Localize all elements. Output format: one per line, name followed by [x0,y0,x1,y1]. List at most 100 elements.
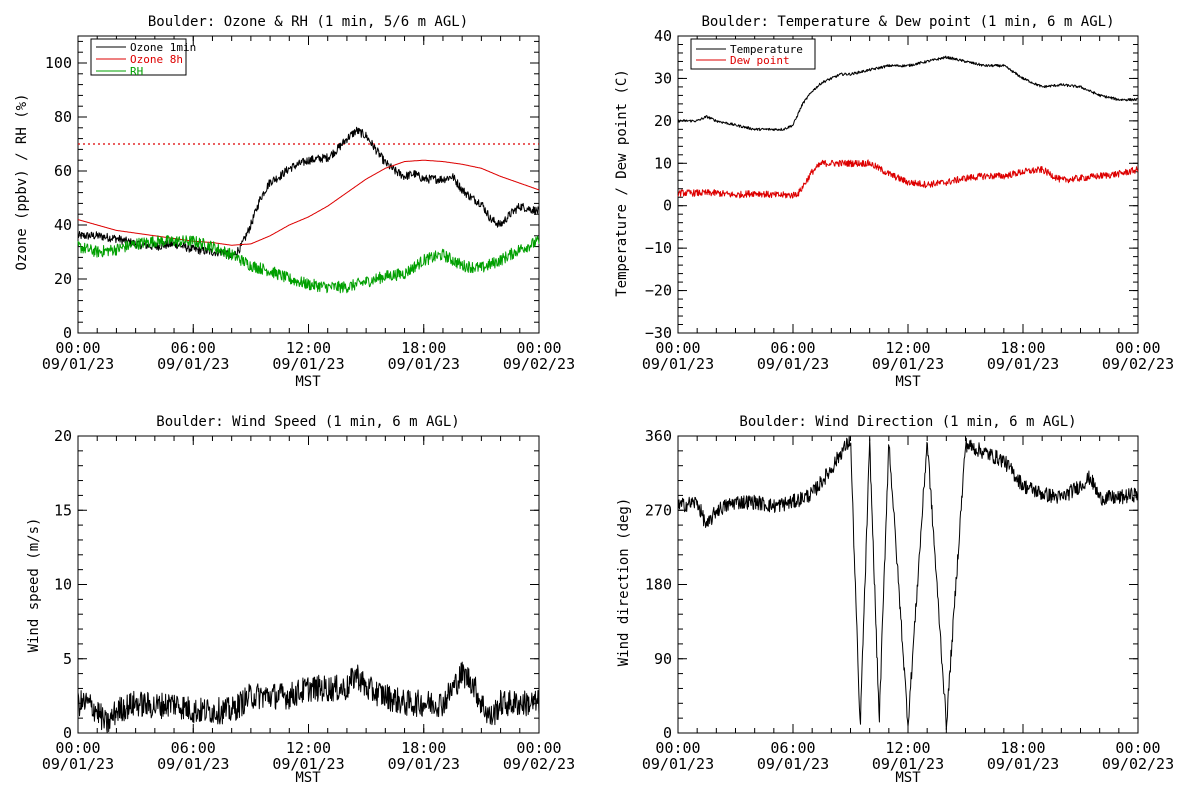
x-tick-date-label: 09/01/23 [987,755,1059,773]
y-tick-label: 0 [63,324,72,342]
x-tick-time-label: 12:00 [885,339,930,357]
x-tick-time-label: 06:00 [171,339,216,357]
x-tick-date-label: 09/02/23 [1102,755,1174,773]
x-tick-date-label: 09/01/23 [272,755,344,773]
x-tick-date-label: 09/01/23 [157,755,229,773]
x-tick-date-label: 09/01/23 [388,755,460,773]
y-axis-label: Temperature / Dew point (C) [614,69,630,297]
x-tick-date-label: 09/01/23 [42,355,114,373]
x-axis-label: MST [295,770,321,786]
x-tick-date-label: 09/01/23 [642,755,714,773]
legend-label-dew-point: Dew point [730,54,790,67]
axes: 02040608010000:0009/01/2306:0009/01/2312… [42,35,575,373]
legend: Ozone 1min Ozone 8h RH [90,38,196,78]
axes: −30−20−1001020304000:0009/01/2306:0009/0… [642,27,1174,373]
legend-label-ozone-1min: Ozone 1min [130,41,196,54]
y-tick-label: 40 [54,216,72,234]
y-tick-label: 360 [645,427,672,445]
x-tick-time-label: 00:00 [655,739,700,757]
y-tick-label: 0 [63,724,72,742]
x-tick-date-label: 09/01/23 [872,755,944,773]
x-tick-time-label: 12:00 [286,339,331,357]
y-tick-label: 10 [654,154,672,172]
y-tick-label: 100 [45,54,72,72]
plot-area [677,55,1139,199]
legend-label-temperature: Temperature [730,43,803,56]
y-axis-label: Wind speed (m/s) [26,518,42,653]
x-tick-date-label: 09/01/23 [388,355,460,373]
x-tick-time-label: 00:00 [55,739,100,757]
panel-title: Boulder: Wind Speed (1 min, 6 m AGL) [156,414,459,430]
x-axis-label: MST [295,374,321,390]
y-tick-label: −10 [645,239,672,257]
y-tick-label: −30 [645,324,672,342]
y-tick-label: 30 [654,69,672,87]
panel-wind-direction: Boulder: Wind Direction (1 min, 6 m AGL)… [616,414,1174,786]
y-tick-label: 0 [663,197,672,215]
legend-label-rh: RH [130,65,143,78]
y-tick-label: 60 [54,162,72,180]
plot-area [77,126,540,294]
x-tick-time-label: 18:00 [1000,339,1045,357]
axes: 0510152000:0009/01/2306:0009/01/2312:000… [42,427,575,773]
y-axis-label: Ozone (ppbv) / RH (%) [14,93,30,270]
y-tick-label: 80 [54,108,72,126]
panel-wind-speed: Boulder: Wind Speed (1 min, 6 m AGL) Win… [26,414,575,786]
y-tick-label: 90 [654,650,672,668]
y-tick-label: 15 [54,501,72,519]
x-tick-time-label: 18:00 [401,339,446,357]
x-tick-date-label: 09/01/23 [987,355,1059,373]
x-tick-time-label: 00:00 [655,339,700,357]
x-tick-time-label: 18:00 [401,739,446,757]
panel-title: Boulder: Ozone & RH (1 min, 5/6 m AGL) [148,14,468,30]
x-tick-date-label: 09/01/23 [872,355,944,373]
x-axis-label: MST [895,374,921,390]
y-tick-label: 270 [645,501,672,519]
x-tick-date-label: 09/02/23 [503,355,575,373]
x-tick-time-label: 00:00 [516,739,561,757]
panel-temperature-dewpoint: Boulder: Temperature & Dew point (1 min,… [614,14,1174,390]
x-tick-time-label: 12:00 [885,739,930,757]
y-axis-label: Wind direction (deg) [616,498,632,667]
x-tick-time-label: 00:00 [55,339,100,357]
plot-area [77,661,540,734]
legend-label-ozone-8h: Ozone 8h [130,53,183,66]
x-tick-date-label: 09/02/23 [1102,355,1174,373]
series-line-rh [77,235,540,294]
y-tick-label: 20 [654,112,672,130]
y-tick-label: 40 [654,27,672,45]
x-tick-date-label: 09/01/23 [42,755,114,773]
x-tick-date-label: 09/02/23 [503,755,575,773]
series-line-ozone-8h [77,159,540,246]
x-tick-time-label: 00:00 [1115,739,1160,757]
x-tick-date-label: 09/01/23 [272,355,344,373]
x-tick-time-label: 06:00 [770,339,815,357]
y-tick-label: 20 [54,427,72,445]
x-tick-time-label: 06:00 [171,739,216,757]
x-axis-label: MST [895,770,921,786]
y-tick-label: 180 [645,576,672,594]
series-line-wind-speed [77,661,540,734]
legend-box [690,38,816,70]
x-tick-date-label: 09/01/23 [757,755,829,773]
plot-area [677,435,1139,731]
y-tick-label: −20 [645,282,672,300]
x-tick-time-label: 00:00 [516,339,561,357]
axes: 09018027036000:0009/01/2306:0009/01/2312… [642,427,1174,773]
y-tick-label: 0 [663,724,672,742]
series-line-temperature [677,55,1139,132]
x-tick-time-label: 06:00 [770,739,815,757]
x-tick-time-label: 12:00 [286,739,331,757]
x-tick-date-label: 09/01/23 [642,355,714,373]
panel-title: Boulder: Wind Direction (1 min, 6 m AGL) [739,414,1076,430]
x-tick-time-label: 00:00 [1115,339,1160,357]
series-line-dew-point [677,159,1139,199]
x-tick-time-label: 18:00 [1000,739,1045,757]
x-tick-date-label: 09/01/23 [157,355,229,373]
y-tick-label: 10 [54,576,72,594]
y-tick-label: 20 [54,270,72,288]
series-line-wind-direction [677,435,1139,731]
panel-title: Boulder: Temperature & Dew point (1 min,… [701,14,1114,30]
